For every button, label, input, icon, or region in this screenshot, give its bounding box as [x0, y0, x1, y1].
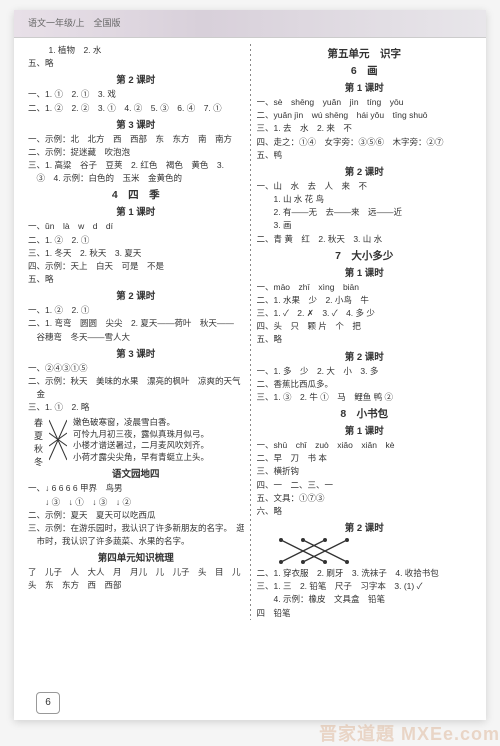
text-line: 二、示例：秋天 美味的水果 漂亮的枫叶 凉爽的天气 — [28, 375, 244, 388]
section-title: 第四单元知识梳理 — [28, 550, 244, 564]
text-line: 谷穗弯 冬天——雪人大 — [28, 331, 244, 344]
text-line: 一、山 水 去 人 来 不 — [257, 180, 473, 193]
text-line: 四 铅笔 — [257, 607, 473, 620]
text-line: 一、1. ① 2. ① 3. 戏 — [28, 88, 244, 101]
text-line: 二、青 黄 红 2. 秋天 3. 山 水 — [257, 233, 473, 246]
text-line: 五、略 — [28, 273, 244, 286]
section-title: 第 1 课时 — [257, 265, 473, 279]
text-line: 五、鸭 — [257, 149, 473, 162]
text-line: 三、1. ① 2. 略 — [28, 401, 244, 414]
text-line: 1. 山 水 花 鸟 — [257, 193, 473, 206]
text-line: 一、shū chǐ zuò xiǎo xiǎn kè — [257, 439, 473, 452]
text-line: 一、↓ 6 6 6 6 甲界 鸟男 — [28, 482, 244, 495]
text-line: 二、1. ② 2. ② 3. ① 4. ② 5. ③ 6. ④ 7. ① — [28, 102, 244, 115]
text-line: 四、一 二、三、一 — [257, 479, 473, 492]
content-columns: 1. 植物 2. 水 五、略 第 2 课时 一、1. ① 2. ① 3. 戏 二… — [28, 44, 472, 620]
left-column: 1. 植物 2. 水 五、略 第 2 课时 一、1. ① 2. ① 3. 戏 二… — [28, 44, 244, 620]
section-title: 语文园地四 — [28, 466, 244, 480]
chapter-title: 4 四 季 — [28, 187, 244, 202]
page-header: 语文一年级/上 全国版 — [14, 10, 486, 38]
text-line: 3. 画 — [257, 219, 473, 232]
page-number: 6 — [36, 692, 60, 714]
text-line: 一、māo zhī xìng biān — [257, 281, 473, 294]
section-title: 第 3 课时 — [28, 346, 244, 360]
text-line: 金 — [28, 388, 244, 401]
text-line: 三、1. 三 2. 铅笔 尺子 习字本 3. (1) ✓ — [257, 580, 473, 593]
header-text: 语文一年级/上 全国版 — [28, 18, 121, 28]
text-line: 二、yuǎn jìn wú shēng hái yǒu tīng shuō — [257, 109, 473, 122]
poem-label: 冬 — [34, 455, 43, 468]
poem-line: 小楼才谱送暑过，二月麦风吹刘齐。 — [73, 440, 209, 452]
poem-label: 秋 — [34, 442, 43, 455]
chapter-title: 8 小书包 — [257, 406, 473, 421]
text-line: 二、示例：捉迷藏 吹泡泡 — [28, 146, 244, 159]
text-line: 头 东 东方 西 西部 — [28, 579, 244, 592]
poem-label: 夏 — [34, 429, 43, 442]
text-line: 二、1. ② 2. ① — [28, 234, 244, 247]
text-line: 一、sè shēng yuǎn jìn tíng yōu — [257, 96, 473, 109]
text-line: 三、横折钩 — [257, 465, 473, 478]
text-line: 三、1. 去 水 2. 来 不 — [257, 122, 473, 135]
poem-line: 嫩色破寒窗，凌晨雪白香。 — [73, 417, 209, 429]
poem-label: 春 — [34, 416, 43, 429]
section-title: 第 1 课时 — [257, 80, 473, 94]
chapter-title: 6 画 — [257, 63, 473, 78]
text-line: 二、1. 穿衣服 2. 刷牙 3. 洗袜子 4. 收拾书包 — [257, 567, 473, 580]
unit-title: 第五单元 识字 — [257, 46, 473, 61]
poem-labels: 春 夏 秋 冬 — [34, 416, 43, 464]
text-line: 一、ǔn là w d dí — [28, 220, 244, 233]
text-line: 五、略 — [257, 333, 473, 346]
text-line: 三、1. 冬天 2. 秋天 3. 夏天 — [28, 247, 244, 260]
watermark: 晋家道題 MXEe.com — [319, 720, 500, 746]
cross-lines-icon — [49, 416, 67, 464]
text-line: 了 儿子 人 大人 月 月儿 儿 儿子 头 目 儿 — [28, 566, 244, 579]
chapter-title: 7 大小多少 — [257, 248, 473, 263]
section-title: 第 2 课时 — [257, 349, 473, 363]
section-title: 第 2 课时 — [257, 520, 473, 534]
poem-line: 小荷才露尖尖角，早有青蜓立上头。 — [73, 452, 209, 464]
section-title: 第 1 课时 — [28, 204, 244, 218]
text-line: 2. 有——无 去——来 远——近 — [257, 206, 473, 219]
text-line: 二、1. 弯弯 圆圆 尖尖 2. 夏天——荷叶 秋天—— — [28, 317, 244, 330]
poem-line: 可怜九月初三夜，露似真珠月似弓。 — [73, 429, 209, 441]
text-line: 市时，我认识了许多蔬菜、水果的名字。 — [28, 535, 244, 548]
text-line: 一、1. ② 2. ① — [28, 304, 244, 317]
text-line: 四、走之：①④ 女字旁：③⑤⑥ 木字旁：②⑦ — [257, 136, 473, 149]
right-column: 第五单元 识字 6 画 第 1 课时 一、sè shēng yuǎn jìn t… — [257, 44, 473, 620]
text-line: 三、1. 高粱 谷子 豆荚 2. 红色 褐色 黄色 3. — [28, 159, 244, 172]
text-line: 1. 植物 2. 水 — [28, 44, 244, 57]
column-divider — [250, 44, 251, 620]
text-line: 二、示例：夏天 夏天可以吃西瓜 — [28, 509, 244, 522]
text-line: 二、早 刀 书 本 — [257, 452, 473, 465]
text-line: ↓ ③ ↓ ① ↓ ③ ↓ ② — [28, 496, 244, 509]
text-line: 四、头 只 颗 片 个 把 — [257, 320, 473, 333]
text-line: 一、示例：北 北方 西 西部 东 东方 南 南方 — [28, 133, 244, 146]
text-line: 三、示例：在游乐园时，我认识了许多新朋友的名字。 逛超 — [28, 522, 244, 535]
poem-lines: 嫩色破寒窗，凌晨雪白香。 可怜九月初三夜，露似真珠月似弓。 小楼才谱送暑过，二月… — [73, 417, 209, 465]
text-line: 4. 示例：橡皮 文具盒 铅笔 — [257, 593, 473, 606]
section-title: 第 3 课时 — [28, 117, 244, 131]
text-line: 二、1. 水果 少 2. 小鸟 牛 — [257, 294, 473, 307]
section-title: 第 2 课时 — [28, 72, 244, 86]
text-line: 五、略 — [28, 57, 244, 70]
section-title: 第 1 课时 — [257, 423, 473, 437]
text-line: 四、示例：天上 白天 可是 不是 — [28, 260, 244, 273]
section-title: 第 2 课时 — [28, 288, 244, 302]
text-line: 五、文具：①⑦③ — [257, 492, 473, 505]
matching-diagram — [271, 536, 357, 566]
section-title: 第 2 课时 — [257, 164, 473, 178]
text-line: 三、1. ③ 2. 牛 ① 马 鲤鱼 鸭 ② — [257, 391, 473, 404]
text-line: 三、1. ✓ 2. ✗ 3. ✓ 4. 多 少 — [257, 307, 473, 320]
poem-block: 春 夏 秋 冬 嫩色破寒窗，凌晨雪白香。 可怜九月初三夜，露似真珠月似弓。 小楼… — [28, 416, 244, 464]
text-line: ③ 4. 示例：白色的 玉米 金黄色的 — [28, 172, 244, 185]
text-line: 一、②④③①⑤ — [28, 362, 244, 375]
text-line: 六、略 — [257, 505, 473, 518]
text-line: 一、1. 多 少 2. 大 小 3. 多 — [257, 365, 473, 378]
text-line: 二、香蕉比西瓜多。 — [257, 378, 473, 391]
